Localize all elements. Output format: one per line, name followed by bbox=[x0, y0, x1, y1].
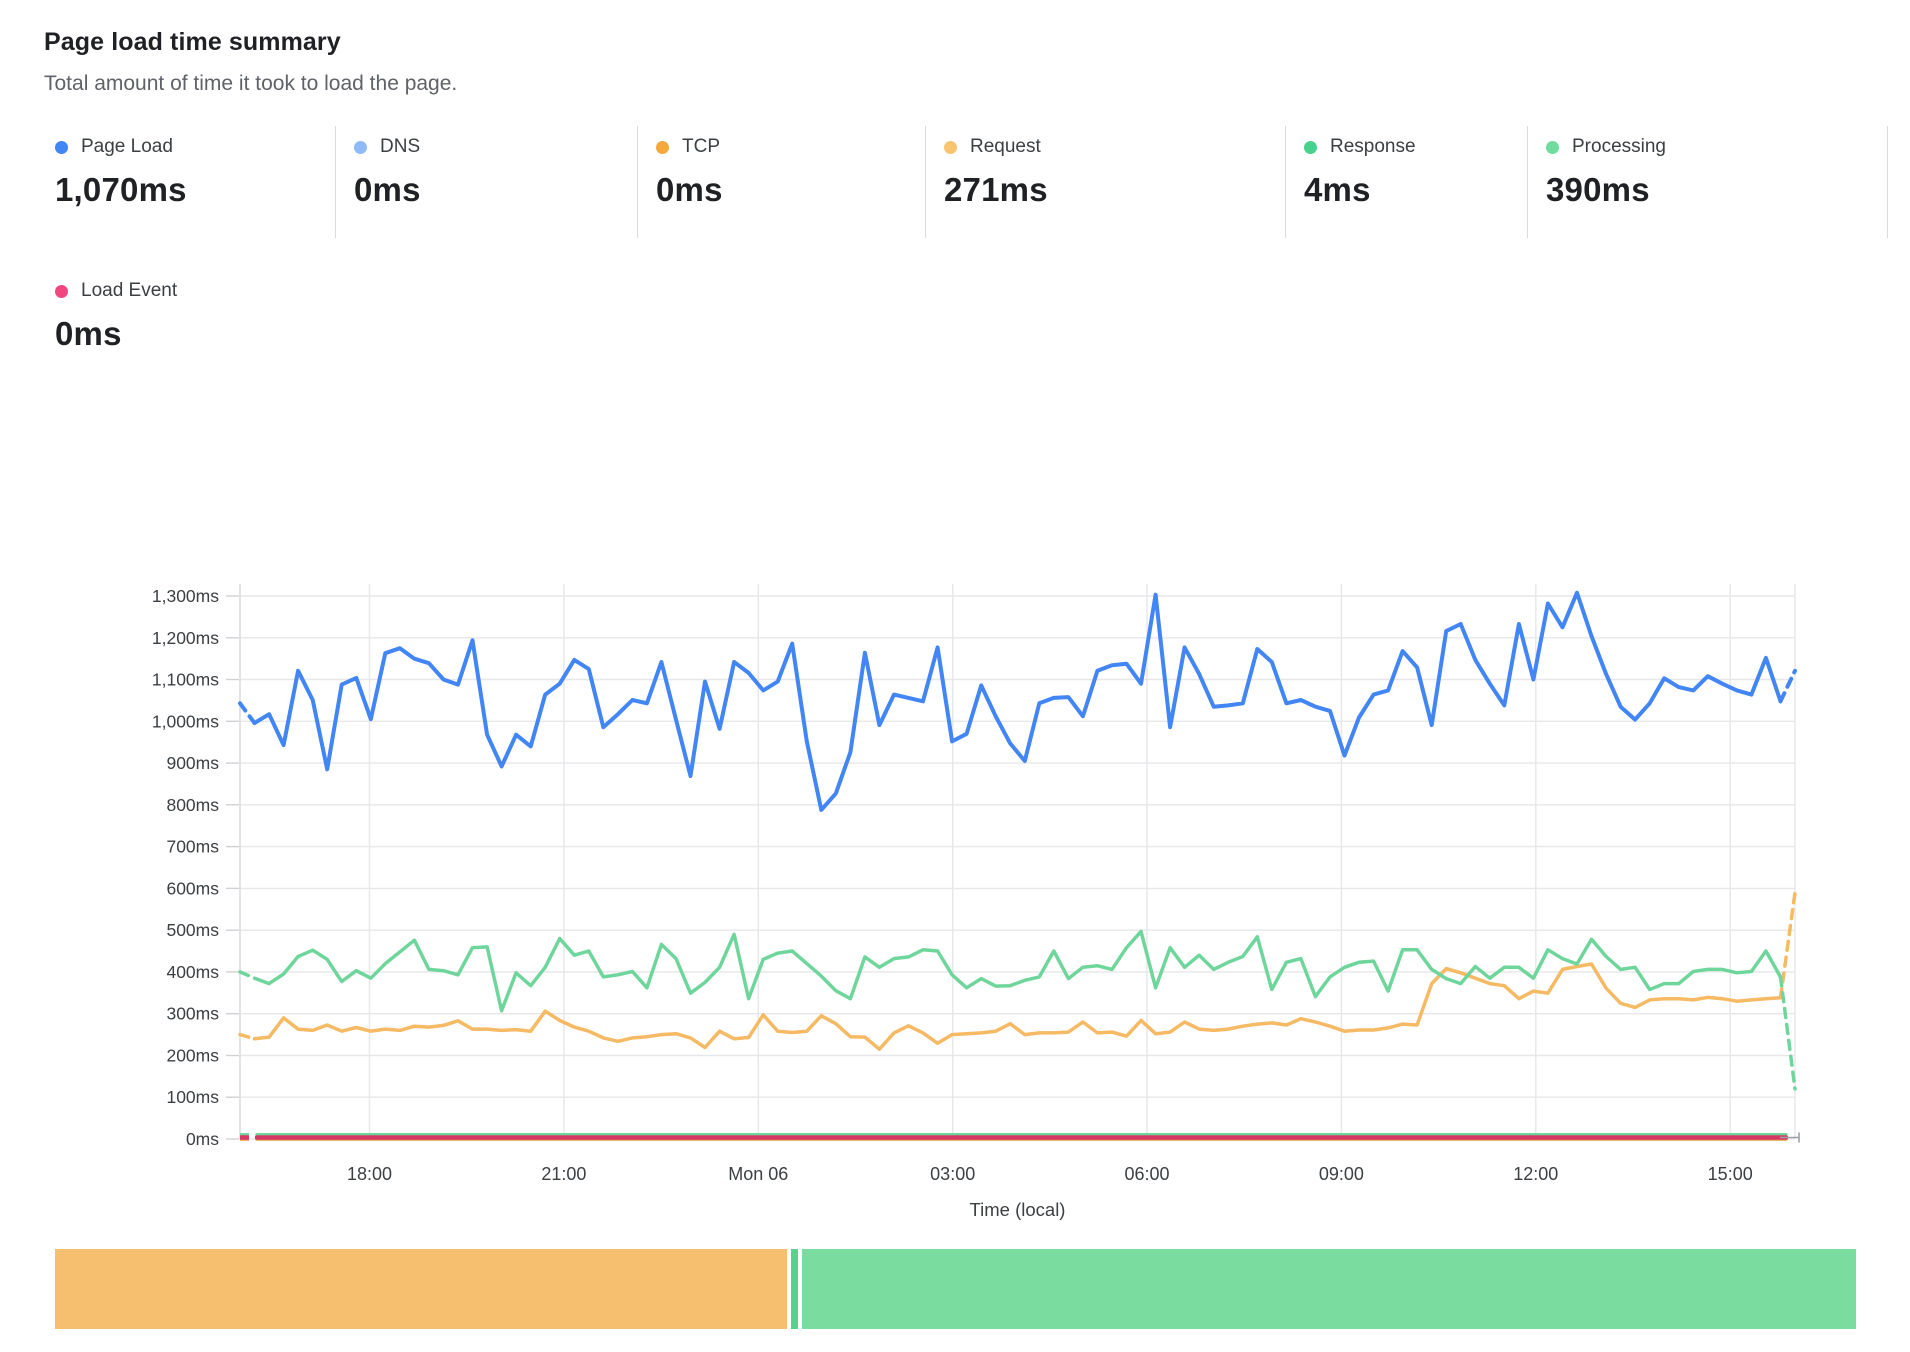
y-tick-label: 900ms bbox=[166, 753, 219, 773]
metric-label: Load Event bbox=[81, 280, 178, 301]
status-segment-1[interactable] bbox=[791, 1249, 798, 1329]
metric-value: 271ms bbox=[944, 171, 1048, 208]
status-segment-2[interactable] bbox=[802, 1249, 1856, 1329]
x-tick-label: 21:00 bbox=[541, 1164, 586, 1184]
status-timeline-bar[interactable] bbox=[55, 1249, 1860, 1329]
metric-dns[interactable]: DNS 0ms bbox=[336, 126, 638, 238]
y-tick-label: 300ms bbox=[166, 1004, 219, 1024]
series-page-load-dash-end bbox=[1778, 668, 1797, 704]
metric-label: Page Load bbox=[81, 136, 173, 157]
y-tick-label: 600ms bbox=[166, 878, 219, 898]
y-tick-label: 1,200ms bbox=[152, 628, 219, 648]
y-tick-label: 200ms bbox=[166, 1046, 219, 1066]
metric-request[interactable]: Request 271ms bbox=[926, 126, 1286, 238]
metric-label: Processing bbox=[1572, 136, 1666, 157]
dns-legend-dot bbox=[354, 140, 367, 154]
response-legend-dot bbox=[1304, 140, 1317, 154]
series-page-load-line bbox=[252, 590, 1783, 812]
y-tick-label: 1,100ms bbox=[152, 670, 219, 690]
metric-value: 390ms bbox=[1546, 171, 1650, 208]
status-segment-0[interactable] bbox=[55, 1249, 787, 1329]
series-request-line bbox=[252, 962, 1783, 1051]
load-event-legend-dot bbox=[55, 284, 68, 298]
page-load-summary-widget: Page load time summary Total amount of t… bbox=[0, 28, 1910, 1352]
page-load-legend-dot bbox=[55, 140, 68, 154]
metric-value: 0ms bbox=[354, 171, 421, 208]
metric-value: 1,070ms bbox=[55, 171, 187, 208]
x-tick-label: 12:00 bbox=[1513, 1164, 1558, 1184]
metric-page-load[interactable]: Page Load 1,070ms bbox=[44, 126, 336, 238]
series-request-dash-start bbox=[238, 1032, 257, 1041]
processing-legend-dot bbox=[1546, 140, 1559, 154]
metric-tcp[interactable]: TCP 0ms bbox=[638, 126, 926, 238]
x-tick-label: Mon 06 bbox=[728, 1164, 788, 1184]
series-request-dash-end bbox=[1778, 890, 1797, 1000]
x-tick-label: 06:00 bbox=[1124, 1164, 1169, 1184]
x-tick-label: 18:00 bbox=[347, 1164, 392, 1184]
x-tick-label: 03:00 bbox=[930, 1164, 975, 1184]
metric-label: DNS bbox=[380, 136, 421, 157]
y-tick-label: 100ms bbox=[166, 1087, 219, 1107]
metric-value: 0ms bbox=[656, 171, 723, 208]
x-axis-title: Time (local) bbox=[970, 1199, 1066, 1220]
page-subtitle: Total amount of time it took to load the… bbox=[44, 72, 458, 95]
metric-value: 0ms bbox=[55, 315, 122, 352]
y-tick-label: 800ms bbox=[166, 795, 219, 815]
y-tick-label: 500ms bbox=[166, 920, 219, 940]
x-tick-label: 15:00 bbox=[1708, 1164, 1753, 1184]
page-title: Page load time summary bbox=[44, 28, 341, 56]
y-tick-label: 0ms bbox=[186, 1129, 219, 1149]
metric-label: TCP bbox=[682, 136, 720, 157]
series-page-load-dash-start bbox=[238, 701, 257, 725]
metric-value: 4ms bbox=[1304, 171, 1371, 208]
metric-label: Request bbox=[970, 136, 1041, 157]
metrics-legend-row: Page Load 1,070ms DNS 0ms TCP 0ms Reques… bbox=[44, 126, 1910, 238]
metric-label: Response bbox=[1330, 136, 1416, 157]
metric-load-event[interactable]: Load Event 0ms bbox=[44, 280, 1910, 353]
series-processing-line bbox=[252, 929, 1783, 1013]
metric-response[interactable]: Response 4ms bbox=[1286, 126, 1528, 238]
y-tick-label: 700ms bbox=[166, 837, 219, 857]
tcp-legend-dot bbox=[656, 140, 669, 154]
series-processing-dash-start bbox=[238, 970, 257, 980]
y-tick-label: 400ms bbox=[166, 962, 219, 982]
x-tick-label: 09:00 bbox=[1319, 1164, 1364, 1184]
y-tick-label: 1,300ms bbox=[152, 586, 219, 606]
y-tick-label: 1,000ms bbox=[152, 711, 219, 731]
metric-processing[interactable]: Processing 390ms bbox=[1528, 126, 1888, 238]
request-legend-dot bbox=[944, 140, 957, 154]
series-processing-dash-end bbox=[1778, 975, 1797, 1091]
